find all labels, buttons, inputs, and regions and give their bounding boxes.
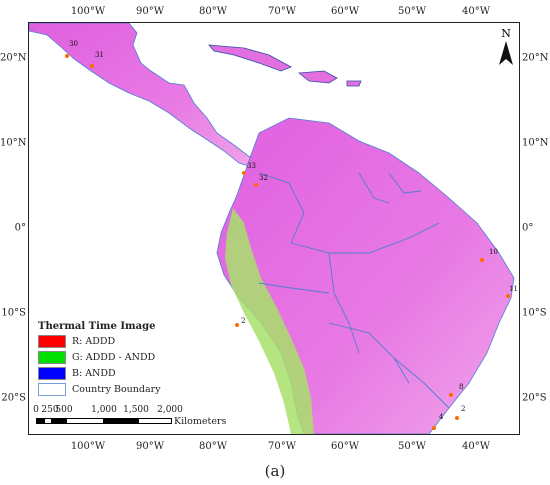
site-marker (235, 323, 239, 327)
country-boundaries (258, 172, 450, 409)
legend-swatch (38, 335, 66, 348)
svg-text:N: N (501, 27, 511, 40)
scale-segment (36, 418, 44, 424)
scale-unit: Kilometers (174, 416, 227, 427)
site-marker (254, 183, 258, 187)
legend-swatch (38, 383, 66, 396)
scale-segment (138, 418, 172, 424)
map-svg: N (29, 23, 515, 434)
scale-label: 2,000 (157, 405, 183, 415)
latitude-label-right: 0° (522, 222, 534, 234)
latitude-label-left: 10°N (0, 137, 27, 149)
longitude-label-bottom: 40°W (461, 441, 491, 452)
latitude-label-right: 20°S (522, 392, 547, 404)
scale-label: 1,000 (91, 405, 117, 415)
legend-label: R: ADDD (72, 336, 116, 347)
scale-label: 1,500 (123, 405, 149, 415)
latitude-label-left: 0° (14, 222, 26, 234)
longitude-label-top: 50°W (397, 6, 427, 17)
longitude-label-top: 70°W (267, 6, 297, 17)
legend-label: B: ANDD (72, 368, 116, 379)
scale-bar: 0 250 500 1,000 1,500 2,000 Kilometers (33, 405, 227, 435)
longitude-label-top: 40°W (461, 6, 491, 17)
site-marker (90, 64, 94, 68)
site-label: 11 (509, 285, 518, 293)
north-arrow-icon: N (499, 27, 513, 65)
site-label: 8 (459, 383, 464, 391)
legend-label: Country Boundary (72, 384, 161, 395)
site-marker (455, 416, 459, 420)
puerto-rico-island (346, 80, 362, 87)
site-marker (432, 426, 436, 430)
legend-label: G: ADDD - ANDD (72, 352, 156, 363)
site-label: 4 (439, 413, 444, 421)
site-marker (65, 54, 69, 58)
latitude-label-left: 20°S (1, 392, 26, 404)
longitude-label-top: 90°W (135, 6, 165, 17)
site-label: 2 (241, 317, 246, 325)
latitude-label-right: 10°N (522, 137, 549, 149)
legend-item-blue: B: ANDD (38, 367, 116, 380)
site-marker (242, 171, 246, 175)
panel-label: (a) (264, 462, 286, 480)
scale-label: 250 (41, 405, 59, 415)
scale-segment (52, 418, 66, 424)
latitude-label-right: 20°N (522, 52, 549, 64)
longitude-label-bottom: 80°W (198, 441, 228, 452)
legend-item-red: R: ADDD (38, 335, 115, 348)
longitude-label-top: 80°W (198, 6, 228, 17)
longitude-label-bottom: 50°W (397, 441, 427, 452)
latitude-label-right: 10°S (522, 307, 547, 319)
legend-item-green: G: ADDD - ANDD (38, 351, 155, 364)
scale-segment (66, 418, 104, 424)
longitude-label-top: 100°W (70, 6, 106, 17)
map-legend: Thermal Time Image R: ADDD G: ADDD - AND… (34, 318, 169, 426)
scale-label: 500 (55, 405, 73, 415)
legend-title: Thermal Time Image (38, 321, 156, 332)
site-label: 33 (247, 162, 256, 170)
site-marker (506, 294, 510, 298)
longitude-label-bottom: 70°W (267, 441, 297, 452)
cuba-island (208, 44, 292, 72)
legend-item-boundary: Country Boundary (38, 383, 161, 396)
longitude-label-bottom: 100°W (70, 441, 106, 452)
site-label: 31 (95, 51, 104, 59)
scale-segment (44, 418, 52, 424)
longitude-label-bottom: 60°W (330, 441, 360, 452)
site-label: 32 (259, 174, 268, 182)
legend-swatch (38, 351, 66, 364)
legend-swatch (38, 367, 66, 380)
longitude-label-bottom: 90°W (135, 441, 165, 452)
hispaniola-island (297, 70, 338, 84)
central-america-landmass (29, 23, 260, 169)
site-label: 2 (461, 405, 466, 413)
longitude-label-top: 60°W (330, 6, 360, 17)
scale-segment (104, 418, 138, 424)
south-america-landmass (216, 117, 515, 434)
andes-highland (225, 208, 314, 434)
site-marker (480, 258, 484, 262)
site-markers (65, 54, 510, 430)
latitude-label-left: 10°S (1, 307, 26, 319)
site-label: 10 (489, 248, 498, 256)
site-marker (449, 393, 453, 397)
site-label: 30 (69, 40, 78, 48)
scale-label: 0 (33, 405, 39, 415)
latitude-label-left: 20°N (0, 52, 27, 64)
